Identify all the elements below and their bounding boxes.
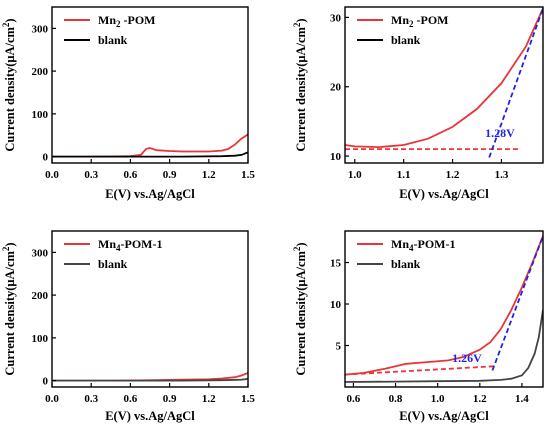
y-tick-label: 0 bbox=[43, 376, 49, 388]
y-tick-label: 300 bbox=[32, 247, 49, 259]
axes-frame bbox=[51, 6, 249, 164]
x-tick-label: 0.6 bbox=[124, 393, 138, 405]
x-tick-label: 1.2 bbox=[202, 393, 216, 405]
x-tick-label: 1.5 bbox=[241, 169, 255, 181]
x-axis-label: E(V) vs.Ag/AgCl bbox=[399, 187, 489, 201]
legend-label: Mn2 -POM bbox=[391, 13, 449, 29]
y-axis-label: Current density(μA/cm2) bbox=[1, 242, 17, 375]
chart-panel-top-right: 1.0 1.1 1.2 1.3 10 20 30 E(V) vs.Ag/AgCl Current… bbox=[292, 6, 544, 201]
y-tick-label: 5 bbox=[336, 341, 342, 353]
chart-panel-bottom-right: 0.6 0.8 1.0 1.2 1.4 5 10 15 E(V) vs.Ag/AgCl Curre… bbox=[292, 230, 544, 423]
x-tick-label: 0.0 bbox=[45, 393, 59, 405]
x-tick-label: 0.9 bbox=[163, 393, 177, 405]
series-line-0 bbox=[345, 235, 543, 376]
onset-potential-label: 1.28V bbox=[485, 126, 515, 140]
x-tick-label: 0.6 bbox=[124, 169, 138, 181]
x-tick-label: 0.8 bbox=[389, 393, 403, 405]
x-tick-label: 1.3 bbox=[495, 169, 509, 181]
series-line-0 bbox=[345, 8, 543, 149]
x-tick-label: 0.3 bbox=[84, 169, 98, 181]
series-line-1 bbox=[345, 309, 543, 383]
x-tick-label: 1.2 bbox=[446, 169, 460, 181]
fit-line-0 bbox=[345, 365, 495, 376]
x-tick-label: 1.0 bbox=[431, 393, 445, 405]
y-axis-label: Current density(μA/cm2) bbox=[292, 242, 308, 375]
y-tick-label: 100 bbox=[32, 333, 49, 345]
x-tick-label: 1.2 bbox=[202, 169, 216, 181]
onset-potential-label: 1.26V bbox=[452, 351, 482, 365]
x-tick-label: 1.4 bbox=[515, 393, 529, 405]
legend-label: Mn4-POM-1 bbox=[391, 237, 455, 253]
axes-frame bbox=[344, 230, 544, 388]
x-tick-label: 0.9 bbox=[163, 169, 177, 181]
chart-panel-top-left: 0.0 0.3 0.6 0.9 1.2 1.5 0 100 200 300 E(V) vs.Ag/A… bbox=[1, 6, 255, 201]
x-tick-label: 0.3 bbox=[84, 393, 98, 405]
y-tick-label: 15 bbox=[330, 258, 342, 270]
y-tick-label: 20 bbox=[330, 82, 342, 94]
y-tick-label: 200 bbox=[32, 290, 49, 302]
legend-label: blank bbox=[391, 257, 421, 271]
chart-panel-bottom-left: 0.0 0.3 0.6 0.9 1.2 1.5 0 100 200 300 E(V) vs.Ag/A… bbox=[1, 230, 255, 423]
x-tick-label: 0.6 bbox=[347, 393, 361, 405]
x-tick-label: 1.5 bbox=[241, 393, 255, 405]
legend-label: Mn2 -POM bbox=[98, 13, 156, 29]
y-tick-label: 100 bbox=[32, 109, 49, 121]
y-tick-label: 10 bbox=[330, 151, 342, 163]
axes-frame bbox=[344, 6, 544, 164]
y-tick-label: 300 bbox=[32, 23, 49, 35]
legend-label: blank bbox=[391, 33, 421, 47]
legend-label: Mn4-POM-1 bbox=[98, 237, 162, 253]
x-axis-label: E(V) vs.Ag/AgCl bbox=[399, 409, 489, 423]
y-tick-label: 10 bbox=[330, 299, 342, 311]
x-axis-label: E(V) vs.Ag/AgCl bbox=[105, 187, 195, 201]
y-tick-label: 0 bbox=[43, 152, 49, 164]
y-axis-label: Current density(μA/cm2) bbox=[1, 18, 17, 151]
x-tick-label: 1.2 bbox=[473, 393, 487, 405]
x-tick-label: 1.1 bbox=[397, 169, 411, 181]
series-line-1 bbox=[52, 151, 248, 158]
series-line-1 bbox=[52, 378, 248, 382]
x-axis-label: E(V) vs.Ag/AgCl bbox=[105, 409, 195, 423]
y-tick-label: 30 bbox=[330, 12, 342, 24]
axes-frame bbox=[51, 230, 249, 388]
fit-line-1 bbox=[488, 8, 543, 158]
legend-label: blank bbox=[98, 257, 128, 271]
y-tick-label: 200 bbox=[32, 66, 49, 78]
y-axis-label: Current density(μA/cm2) bbox=[292, 18, 308, 151]
series-line-0 bbox=[52, 133, 248, 158]
x-tick-label: 0.0 bbox=[45, 169, 59, 181]
legend-label: blank bbox=[98, 33, 128, 47]
x-tick-label: 1.0 bbox=[348, 169, 362, 181]
